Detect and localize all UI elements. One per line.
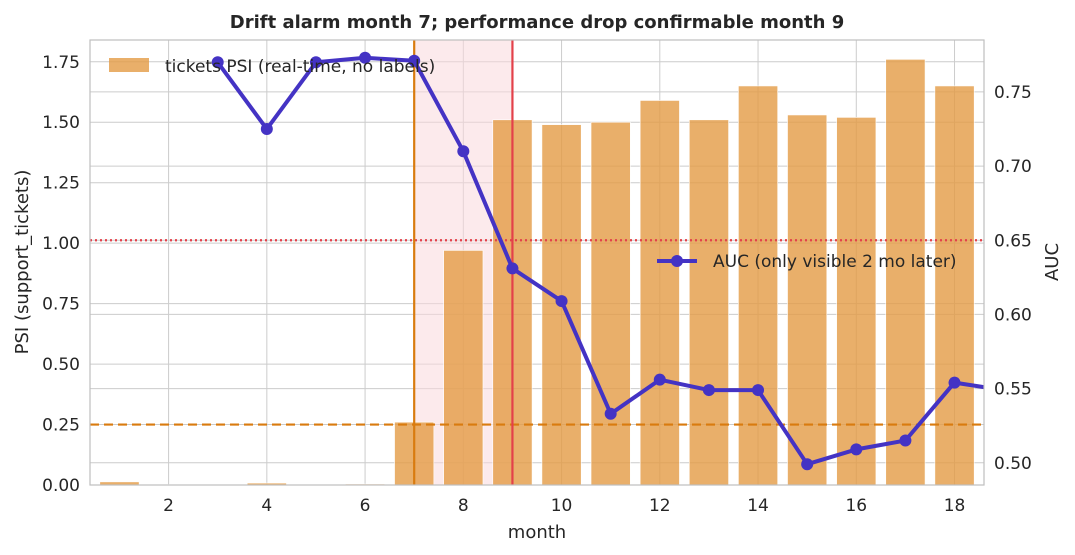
legend-psi: tickets PSI (real-time, no labels) <box>109 57 435 77</box>
y-axis-label: PSI (support_tickets) <box>12 170 33 355</box>
plot-frame <box>89 39 985 486</box>
y-tick-label: 0.50 <box>42 355 80 375</box>
auc-point <box>506 262 519 275</box>
plot-background <box>90 40 984 485</box>
legend-auc-label: AUC (only visible 2 mo later) <box>713 252 957 272</box>
y-tick-label: 1.50 <box>42 113 80 133</box>
y2-tick-label: 0.50 <box>994 454 1032 474</box>
auc-point <box>457 145 470 158</box>
legend-auc: AUC (only visible 2 mo later) <box>657 252 957 272</box>
y2-tick-label: 0.70 <box>994 157 1032 177</box>
x-tick-label: 16 <box>845 496 867 516</box>
psi-bar <box>787 114 828 486</box>
x-axis-label: month <box>508 522 566 543</box>
psi-bar <box>443 250 484 486</box>
plot-border <box>89 39 985 486</box>
auc-point <box>555 295 568 308</box>
auc-point <box>801 458 814 471</box>
psi-bar <box>885 59 926 486</box>
y2-tick-label: 0.65 <box>994 231 1032 251</box>
auc-point <box>309 56 322 69</box>
legend-psi-swatch <box>109 58 149 72</box>
y2-axis-label: AUC <box>1042 243 1063 281</box>
x-tick-label: 4 <box>261 496 272 516</box>
auc-point <box>211 56 224 69</box>
auc-point <box>260 123 273 135</box>
legend-psi-label: tickets PSI (real-time, no labels) <box>165 57 435 77</box>
auc-point <box>899 434 912 447</box>
psi-bar <box>688 119 729 486</box>
chart-title: Drift alarm month 7; performance drop co… <box>230 12 845 33</box>
y-tick-label: 1.25 <box>42 174 80 194</box>
x-tick-label: 10 <box>551 496 573 516</box>
y-tick-label: 1.75 <box>42 53 80 73</box>
y-tick-label: 0.00 <box>42 476 80 496</box>
y-tick-label: 0.25 <box>42 416 80 436</box>
x-tick-label: 12 <box>649 496 671 516</box>
y2-tick-label: 0.55 <box>994 380 1032 400</box>
x-tick-label: 14 <box>747 496 769 516</box>
auc-point <box>850 443 863 456</box>
y2-tick-label: 0.75 <box>994 83 1032 103</box>
psi-bar <box>934 85 975 486</box>
auc-point <box>653 373 666 386</box>
auc-point <box>408 54 421 67</box>
auc-point <box>702 384 715 397</box>
psi-bar <box>738 85 778 486</box>
y-tick-label: 0.75 <box>42 295 80 315</box>
legend-auc-marker <box>671 255 683 267</box>
auc-point <box>604 407 617 420</box>
y2-tick-label: 0.60 <box>994 305 1032 325</box>
auc-point <box>948 376 961 389</box>
y-tick-label: 1.00 <box>42 234 80 254</box>
auc-point <box>752 384 765 397</box>
auc-point <box>359 51 372 64</box>
psi-bar <box>836 117 877 486</box>
psi-bar <box>590 121 631 486</box>
psi-bar <box>639 100 680 486</box>
tick-labels: 2 4 6 8 10 12 14 16 18 0.00 0.25 0.50 0.75 1.00 1.25 1.… <box>42 53 1032 516</box>
x-tick-label: 8 <box>458 496 469 516</box>
x-tick-label: 6 <box>360 496 371 516</box>
x-tick-label: 2 <box>163 496 174 516</box>
auc-line <box>211 51 984 471</box>
x-tick-label: 18 <box>944 496 966 516</box>
